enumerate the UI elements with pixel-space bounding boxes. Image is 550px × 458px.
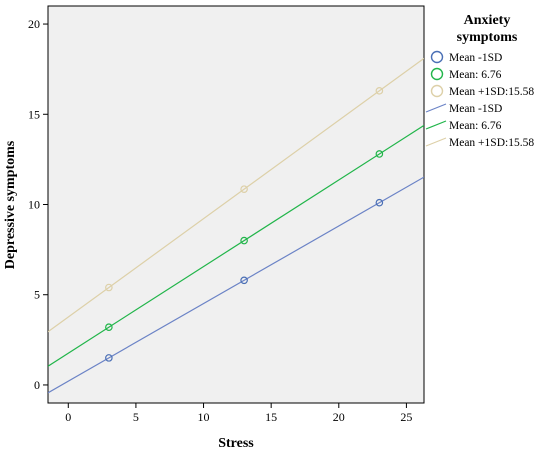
y-axis: 0 5 10 15 20 <box>28 17 48 392</box>
x-axis: 0 5 10 15 20 25 <box>65 403 412 424</box>
fit-line-series-1 <box>48 176 424 394</box>
legend-marker-icon <box>430 67 444 81</box>
y-tick-label: 20 <box>28 17 40 31</box>
y-tick-label: 15 <box>28 107 40 121</box>
legend-line-label: Mean -1SD <box>449 103 502 115</box>
x-tick-label: 20 <box>333 410 345 424</box>
fit-line-series-2 <box>48 124 424 367</box>
x-tick-label: 15 <box>265 410 277 424</box>
legend-title-line-1: Anxiety <box>464 13 511 28</box>
x-tick-label: 10 <box>198 410 210 424</box>
data-point-series-1 <box>375 198 384 207</box>
legend-title-line-2: symptoms <box>457 30 518 45</box>
legend-line-icon <box>425 103 447 113</box>
legend-marker-label: Mean +1SD:15.58 <box>449 86 534 98</box>
data-point-series-2 <box>105 323 113 332</box>
legend-marker-icon <box>430 50 444 64</box>
data-point-series-1 <box>105 354 113 362</box>
legend-marker-label: Mean: 6.76 <box>449 69 502 81</box>
x-axis-title: Stress <box>218 436 254 451</box>
y-tick-label: 10 <box>28 198 40 212</box>
legend-line-label: Mean +1SD:15.58 <box>449 137 534 149</box>
y-axis-title: Depressive symptoms <box>3 140 18 269</box>
legend-line-label: Mean: 6.76 <box>449 120 502 132</box>
series-points <box>105 87 384 362</box>
x-tick-label: 0 <box>65 410 71 424</box>
data-point-series-2 <box>240 236 248 245</box>
x-tick-label: 5 <box>133 410 139 424</box>
series-lines <box>48 57 424 394</box>
data-point-series-1 <box>240 276 248 285</box>
y-tick-label: 0 <box>34 378 40 392</box>
fit-line-series-3 <box>48 57 424 333</box>
x-tick-label: 25 <box>400 410 412 424</box>
legend-marker-icon <box>430 84 444 98</box>
plot-background <box>47 5 425 404</box>
data-point-series-3 <box>105 283 113 292</box>
data-point-series-2 <box>375 150 384 158</box>
data-point-series-3 <box>240 185 248 193</box>
data-point-series-3 <box>375 87 384 95</box>
legend: Anxiety symptoms Mean -1SD Mean: 6.76 Mean… <box>425 13 534 149</box>
legend-line-icon <box>425 137 447 147</box>
legend-line-icon <box>425 120 447 130</box>
y-tick-label: 5 <box>34 288 40 302</box>
legend-marker-label: Mean -1SD <box>449 52 502 64</box>
